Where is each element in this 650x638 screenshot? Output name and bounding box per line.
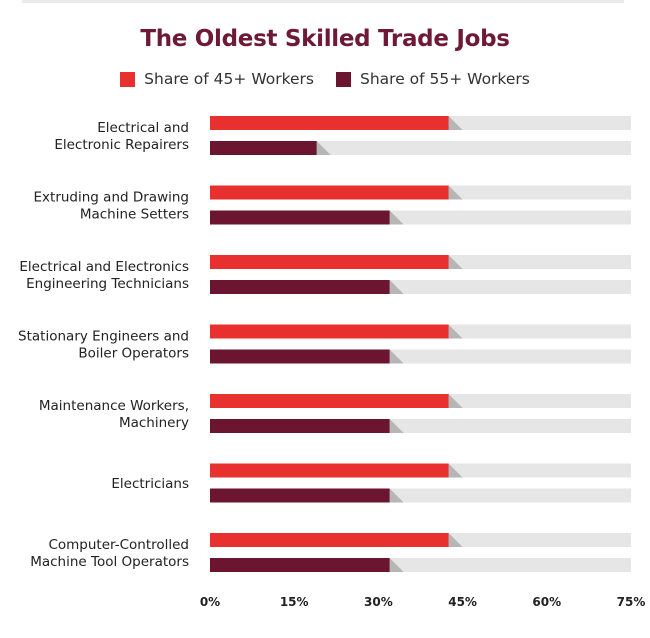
bar-45-plus	[210, 116, 449, 130]
bar-45-plus	[210, 394, 449, 408]
category-label: Boiler Operators	[78, 346, 189, 362]
bar-shadow	[448, 185, 463, 200]
legend-label-45-plus: Share of 45+ Workers	[144, 70, 314, 88]
bar-shadow	[389, 558, 404, 572]
bar-55-plus	[210, 558, 390, 572]
bar-shadow	[316, 141, 331, 155]
x-tick-label: 60%	[532, 595, 561, 609]
bar-shadow	[389, 349, 404, 364]
legend-item-45-plus: Share of 45+ Workers	[120, 70, 314, 88]
legend-swatch-55-plus	[336, 71, 351, 87]
top-divider	[22, 0, 624, 3]
category-label: Extruding and Drawing	[34, 190, 189, 206]
category-label: Computer-Controlled	[48, 537, 189, 553]
legend-swatch-45-plus	[120, 71, 136, 87]
x-tick-label: 30%	[364, 595, 393, 609]
category-label: Stationary Engineers and	[18, 329, 189, 345]
bar-55-plus	[210, 349, 390, 364]
category-label: Engineering Technicians	[26, 276, 189, 292]
legend-label-55-plus: Share of 55+ Workers	[360, 70, 530, 88]
bar-shadow	[448, 324, 463, 339]
x-tick-label: 45%	[448, 595, 477, 609]
x-tick-label: 15%	[280, 595, 309, 609]
bar-shadow	[448, 116, 463, 130]
bar-55-plus	[210, 210, 390, 225]
bar-45-plus	[210, 255, 449, 269]
bar-shadow	[448, 463, 463, 478]
bar-shadow	[448, 394, 463, 408]
category-label: Machine Tool Operators	[30, 554, 189, 570]
category-label: Electrical and	[97, 120, 189, 136]
category-label: Electronic Repairers	[54, 137, 189, 153]
x-tick-label: 75%	[617, 595, 646, 609]
x-tick-label: 0%	[200, 595, 220, 609]
category-label: Electricians	[111, 476, 189, 492]
bar-55-plus	[210, 280, 390, 294]
bar-shadow	[389, 419, 404, 433]
bar-45-plus	[210, 463, 449, 478]
bar-45-plus	[210, 185, 449, 200]
legend-item-55-plus: Share of 55+ Workers	[336, 70, 530, 88]
bar-shadow	[389, 280, 404, 294]
bar-shadow	[448, 533, 463, 547]
bar-shadow	[389, 488, 404, 503]
category-label: Electrical and Electronics	[19, 259, 189, 275]
bar-55-plus	[210, 141, 317, 155]
bar-45-plus	[210, 533, 449, 547]
category-label: Machine Setters	[80, 207, 189, 223]
bar-shadow	[389, 210, 404, 225]
chart-title: The Oldest Skilled Trade Jobs	[140, 26, 510, 52]
bar-55-plus	[210, 419, 390, 433]
category-label: Maintenance Workers,	[39, 398, 189, 414]
bar-55-plus	[210, 488, 390, 503]
bar-45-plus	[210, 324, 449, 339]
category-label: Machinery	[119, 415, 189, 431]
legend: Share of 45+ Workers Share of 55+ Worker…	[0, 70, 650, 88]
bar-shadow	[448, 255, 463, 269]
